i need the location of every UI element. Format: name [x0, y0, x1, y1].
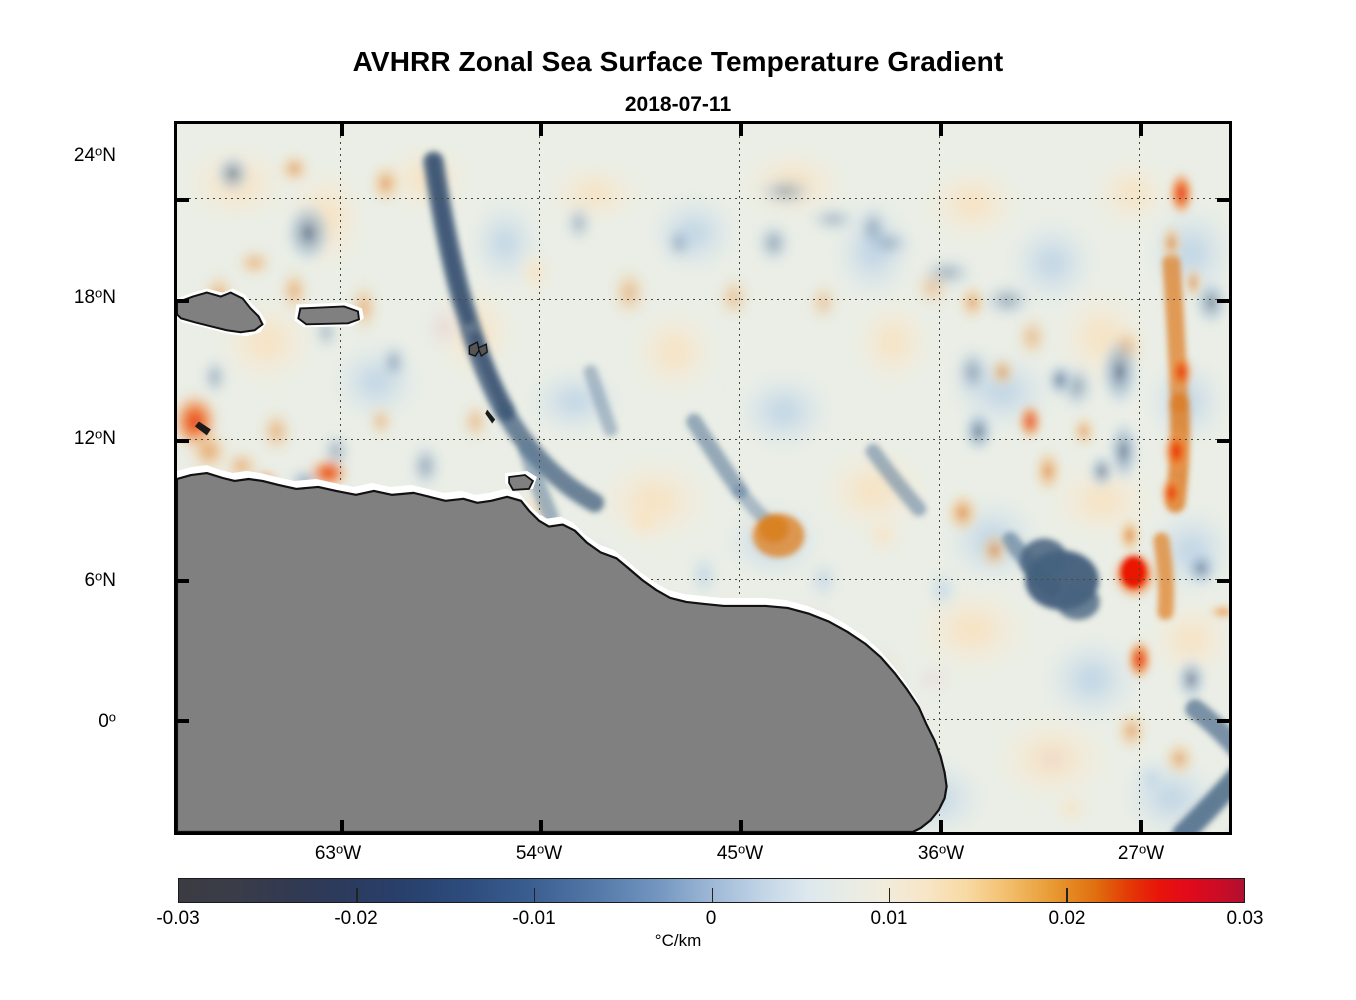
x-tick-top-36w: [939, 124, 944, 136]
colorbar-label-pos001: 0.01: [870, 908, 908, 929]
colorbar-tick-pos001: [888, 888, 891, 902]
colorbar-tick-neg002: [356, 888, 358, 902]
x-tick-top-54w: [539, 124, 544, 136]
y-tick-right-18n: [1217, 299, 1229, 304]
x-tick-inner-45w: [739, 820, 744, 832]
x-tick-inner-36w: [939, 820, 944, 832]
colorbar-label-pos003: 0.03: [1226, 908, 1264, 929]
y-tick-inner-6n: [177, 579, 189, 584]
y-axis-label-6n: 6oN: [84, 568, 116, 591]
y-tick-right-6n: [1217, 579, 1229, 584]
x-axis-label-63w: 63oW: [314, 841, 362, 864]
y-tick-inner-0: [177, 719, 189, 724]
colorbar-label-neg002: -0.02: [334, 908, 378, 929]
colorbar-tick-zero: [711, 888, 713, 902]
x-axis-label-54w: 54oW: [515, 841, 563, 864]
x-axis-label-27w: 27oW: [1117, 841, 1165, 864]
colorbar-label-neg001: -0.01: [512, 908, 556, 929]
figure-title: AVHRR Zonal Sea Surface Temperature Grad…: [352, 46, 1004, 77]
colorbar[interactable]: [178, 878, 1245, 903]
colorbar-unit-label: °C/km: [654, 931, 702, 950]
land-mask: [177, 124, 1229, 832]
colorbar-label-neg003: -0.03: [156, 908, 200, 929]
y-axis-label-12n: 12oN: [73, 426, 116, 449]
x-tick-inner-27w: [1138, 820, 1143, 832]
x-tick-inner-54w: [539, 820, 544, 832]
x-axis-label-36w: 36oW: [917, 841, 965, 864]
y-tick-inner-12n: [177, 439, 189, 444]
y-tick-inner-24n: [177, 198, 189, 203]
x-tick-top-27w: [1138, 124, 1143, 136]
x-tick-top-63w: [340, 124, 345, 136]
colorbar-label-zero: 0: [705, 908, 717, 929]
figure-subtitle: 2018-07-11: [624, 93, 732, 116]
colorbar-tick-pos002: [1066, 888, 1068, 902]
x-tick-inner-63w: [340, 820, 345, 832]
y-tick-right-24n: [1217, 198, 1229, 203]
x-axis-label-45w: 45oW: [716, 841, 764, 864]
colorbar-tick-neg001: [533, 888, 536, 902]
y-axis-label-0: 0o: [98, 709, 116, 732]
x-tick-top-45w: [739, 124, 744, 136]
y-axis-label-18n: 18oN: [73, 285, 116, 308]
y-axis-label-24n: 24oN: [73, 143, 116, 166]
y-tick-right-0: [1217, 719, 1229, 724]
colorbar-label-pos002: 0.02: [1048, 908, 1086, 929]
y-tick-right-12n: [1217, 439, 1229, 444]
y-tick-inner-18n: [177, 299, 189, 304]
map-axes: [174, 121, 1232, 835]
